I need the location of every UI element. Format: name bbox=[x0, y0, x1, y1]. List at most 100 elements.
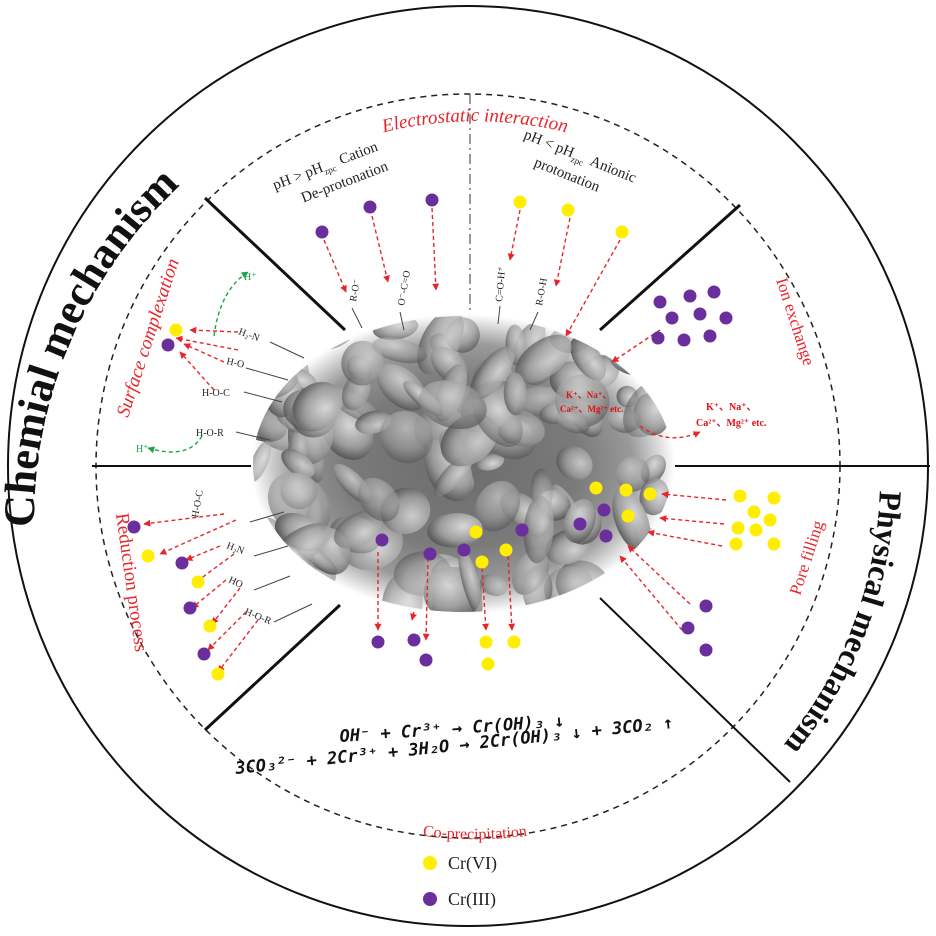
arrow-electrostatic bbox=[323, 239, 347, 293]
arrow-surface bbox=[175, 335, 239, 351]
svg-text:R-O⁻: R-O⁻ bbox=[348, 278, 363, 302]
cr3-dot bbox=[457, 543, 471, 557]
cr3-dot bbox=[651, 331, 665, 345]
sem-grain bbox=[418, 380, 487, 430]
cr6-dot bbox=[481, 657, 495, 671]
legend-cr3-marker bbox=[423, 892, 437, 906]
cr3-dot bbox=[719, 311, 733, 325]
sem-grain bbox=[372, 337, 427, 364]
cr3-dot bbox=[127, 520, 141, 534]
sem-grain bbox=[523, 495, 554, 564]
cr3-dot bbox=[681, 621, 695, 635]
cr6-dot bbox=[513, 195, 527, 209]
cr3-dot bbox=[693, 307, 707, 321]
cr6-dot bbox=[507, 635, 521, 649]
ion-outer-labels: K⁺、Na⁺、 Ca²⁺、Mg²⁺ etc. bbox=[696, 402, 767, 429]
cr6-dot bbox=[475, 555, 489, 569]
proton-labels: H⁺ H⁺ bbox=[136, 272, 257, 455]
svg-text:R-O-H: R-O-H bbox=[534, 277, 550, 306]
sem-grain bbox=[470, 346, 515, 400]
sem-grain bbox=[341, 340, 384, 386]
cr3-dot bbox=[375, 533, 389, 547]
sem-grain bbox=[358, 477, 400, 522]
sem-grain bbox=[556, 410, 590, 434]
cr3-dot bbox=[423, 547, 437, 561]
arrow-coprecip bbox=[410, 611, 417, 621]
arrow-reduction bbox=[191, 579, 227, 609]
cr3-dot bbox=[597, 503, 611, 517]
arrow-ion-exchange bbox=[639, 425, 701, 439]
sem-grain bbox=[556, 445, 593, 481]
cr6-dot bbox=[619, 483, 633, 497]
cr6-dot bbox=[749, 523, 763, 537]
svg-text:C=O-H⁺: C=O-H⁺ bbox=[494, 266, 508, 302]
cr6-dot bbox=[169, 323, 183, 337]
arrow-pore bbox=[647, 529, 723, 547]
sem-grain bbox=[474, 480, 521, 532]
svg-text:H-O-C: H-O-C bbox=[190, 489, 206, 519]
cr6-dot bbox=[479, 635, 493, 649]
cr3-dot bbox=[363, 200, 377, 214]
sem-grain bbox=[281, 449, 315, 478]
separator-sw bbox=[203, 603, 342, 732]
cr3-dot bbox=[573, 517, 587, 531]
cr6-dot bbox=[203, 619, 217, 633]
arrow-reduction bbox=[217, 619, 259, 673]
sem-grain bbox=[515, 334, 572, 383]
cr3-dot bbox=[699, 643, 713, 657]
sem-grain bbox=[379, 410, 433, 464]
arrow-coprecip bbox=[507, 555, 516, 631]
cr6-dot bbox=[141, 549, 155, 563]
surface-bonds bbox=[235, 341, 305, 441]
reduction-bonds bbox=[249, 511, 313, 623]
arrows-layer bbox=[143, 207, 727, 673]
legend-cr6-marker bbox=[423, 856, 437, 870]
ion-inner-labels: K⁺、Na⁺、 Ca²⁺、Mg²⁺ etc. bbox=[560, 390, 623, 414]
svg-text:Ca²⁺、Mg²⁺ etc.: Ca²⁺、Mg²⁺ etc. bbox=[696, 418, 767, 429]
cr3-dot bbox=[703, 329, 717, 343]
cr3-dot bbox=[419, 653, 433, 667]
cr3-dot bbox=[161, 338, 175, 352]
svg-text:K⁺、Na⁺、: K⁺、Na⁺、 bbox=[566, 390, 612, 400]
cr3-dot bbox=[677, 333, 691, 347]
cr3-dot bbox=[515, 523, 529, 537]
arrow-reduction bbox=[195, 553, 235, 583]
co-precipitation-title: Co-precipitation bbox=[422, 823, 528, 843]
electrostatic-bonds bbox=[351, 305, 539, 331]
cr6-dot bbox=[469, 525, 483, 539]
svg-text:H⁺: H⁺ bbox=[136, 444, 149, 455]
arrow-electrostatic bbox=[565, 239, 621, 337]
cr3-dot bbox=[683, 289, 697, 303]
cr6-dot bbox=[643, 487, 657, 501]
cr6-dot bbox=[191, 575, 205, 589]
arrow-pore bbox=[659, 515, 725, 525]
sem-grain bbox=[479, 573, 508, 597]
cr3-dot bbox=[407, 633, 421, 647]
cr6-dot bbox=[561, 203, 575, 217]
cr3-dot bbox=[599, 529, 613, 543]
svg-text:K⁺、Na⁺、: K⁺、Na⁺、 bbox=[706, 402, 757, 413]
arrow-proton bbox=[147, 435, 203, 454]
cr3-dot bbox=[315, 225, 329, 239]
cr6-dot bbox=[763, 513, 777, 527]
cr6-dot bbox=[767, 537, 781, 551]
cr6-dot bbox=[733, 489, 747, 503]
cr3-dot bbox=[197, 647, 211, 661]
sem-grain bbox=[334, 510, 383, 549]
cr3-dot bbox=[371, 635, 385, 649]
arrow-surface bbox=[179, 351, 215, 391]
cr6-dot bbox=[211, 667, 225, 681]
cr3-dot bbox=[665, 311, 679, 325]
arrow-electrostatic bbox=[507, 209, 521, 261]
sem-grain bbox=[570, 337, 606, 381]
legend-cr6-label: Cr(VI) bbox=[448, 853, 497, 874]
svg-text:H-O-R: H-O-R bbox=[196, 428, 224, 439]
separator-se bbox=[599, 597, 791, 783]
sem-grain bbox=[427, 513, 483, 548]
cr3-dot bbox=[699, 599, 713, 613]
dots-layer bbox=[127, 193, 781, 681]
arrow-surface bbox=[189, 326, 239, 334]
separator-nw bbox=[203, 196, 347, 332]
arrow-pore bbox=[627, 545, 691, 605]
